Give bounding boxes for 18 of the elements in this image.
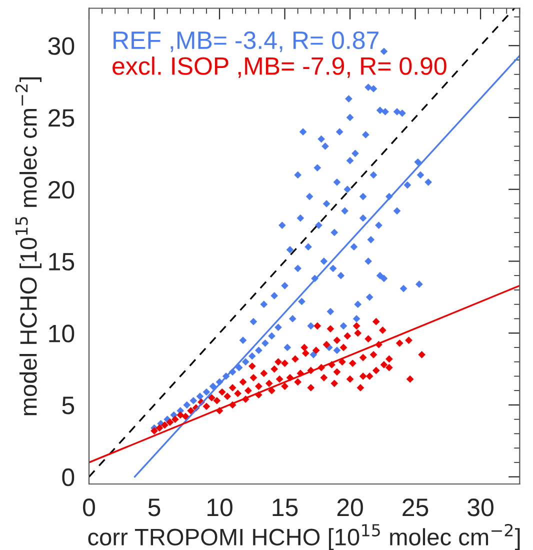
x-tick-label: 25 (402, 498, 428, 516)
series-label: REF ,MB= -3.4, R= 0.87 (114, 31, 378, 52)
x-tick-label: 15 (272, 498, 298, 516)
text: excl. ISOP ,MB= -7.9, R= 0.90 (112, 56, 446, 78)
x-tick-label: 30 (468, 498, 494, 516)
y-tick-label: 10 (49, 324, 74, 342)
y-tick-label: 25 (48, 109, 74, 127)
y-tick-label: 20 (48, 180, 74, 199)
x-tick-label: 0 (83, 498, 95, 516)
y-tick-label: 15 (49, 253, 74, 271)
y-tick-label: 0 (62, 468, 74, 486)
x-tick-label: 20 (337, 498, 363, 516)
y-tick-label: 5 (62, 396, 74, 414)
y-axis-title: model HCHO [10$^{15}$ molec cm$^{−2}$] (15, 77, 42, 416)
x-axis-title: corr TROPOMI HCHO [10$^{15}$ molec cm$^{−2}$] (88, 524, 520, 550)
y-tick-label: 30 (48, 37, 74, 55)
x-tick-label: 5 (148, 498, 160, 516)
x-tick-label: 10 (208, 498, 232, 516)
